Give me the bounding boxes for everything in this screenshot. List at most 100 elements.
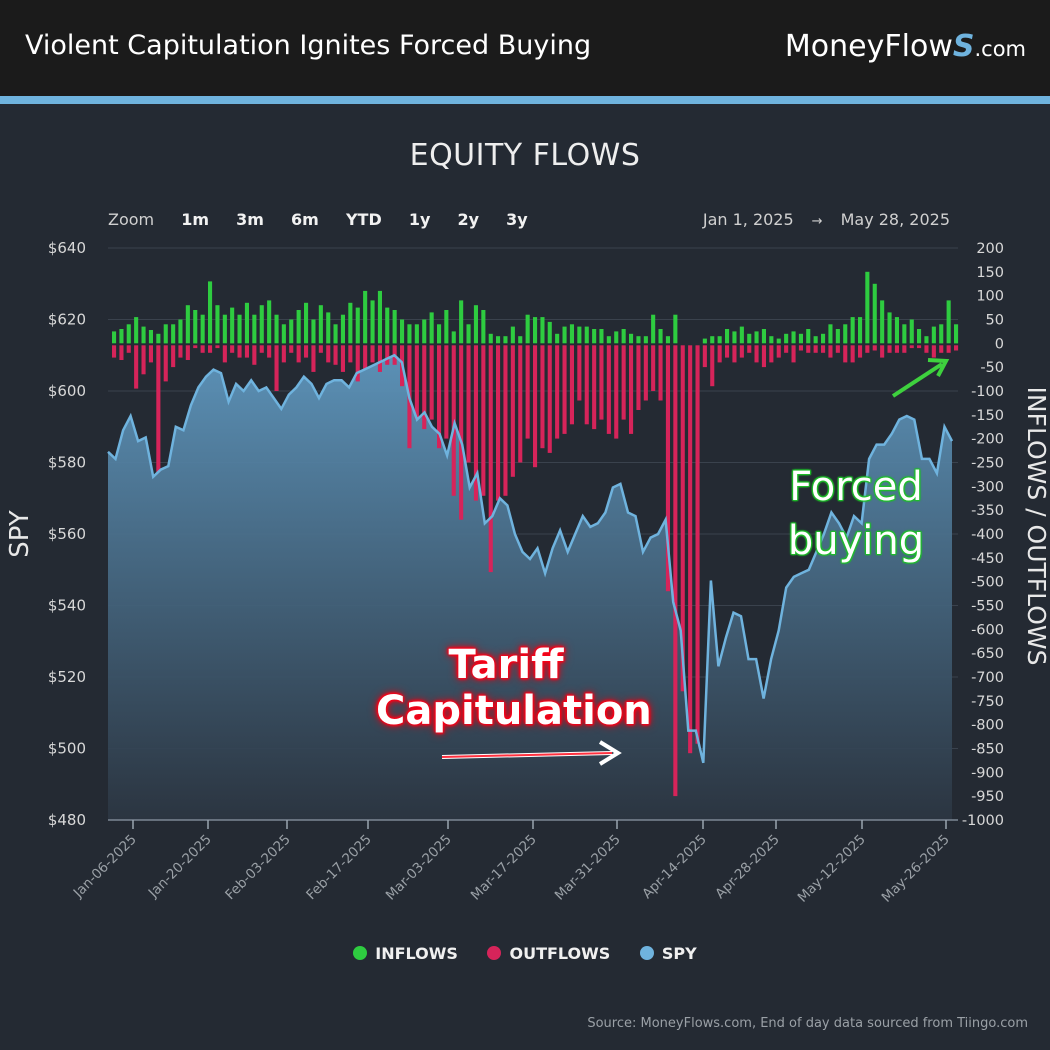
outflow-bar xyxy=(289,345,294,353)
inflow-bar xyxy=(134,317,139,344)
inflow-bar xyxy=(459,300,464,344)
y-right-tick-label: 0 xyxy=(995,336,1004,352)
inflow-bar xyxy=(267,300,272,344)
inflow-bar xyxy=(858,317,863,344)
forced-arrow-icon xyxy=(891,362,944,398)
forced-line2: buying xyxy=(787,518,925,564)
inflow-bar xyxy=(592,329,597,344)
inflow-bar xyxy=(658,329,663,344)
zoom-1m-button[interactable]: 1m xyxy=(181,210,210,229)
date-range: Jan 1, 2025 → May 28, 2025 xyxy=(703,210,950,229)
outflow-bar xyxy=(510,345,515,477)
outflow-bar xyxy=(318,345,323,353)
inflow-bar xyxy=(555,333,560,344)
y-left-tick-label: $560 xyxy=(48,525,86,543)
y-right-tick-label: -850 xyxy=(971,742,1004,758)
header-bar xyxy=(0,0,1050,96)
outflow-bar xyxy=(156,345,161,472)
range-to-input[interactable]: May 28, 2025 xyxy=(840,210,950,229)
y-right-tick-label: -750 xyxy=(971,694,1004,710)
outflow-bar xyxy=(503,345,508,496)
zoom-2y-button[interactable]: 2y xyxy=(457,210,480,229)
outflow-bar xyxy=(377,345,382,372)
legend-spy[interactable]: SPY xyxy=(639,944,697,963)
outflow-bar xyxy=(178,345,183,358)
inflow-bar xyxy=(636,336,641,344)
y-left-tick-label: $580 xyxy=(48,454,86,472)
inflow-bar xyxy=(488,333,493,344)
outflow-bar xyxy=(761,345,766,368)
forced-arrowhead-icon xyxy=(927,358,950,377)
y-right-tick-label: 200 xyxy=(976,241,1004,257)
inflow-bar xyxy=(200,314,205,344)
inflow-bar xyxy=(407,324,412,344)
zoom-ytd-button[interactable]: YTD xyxy=(345,210,382,229)
outflow-bar xyxy=(533,345,538,468)
inflow-bar xyxy=(665,336,670,344)
inflow-bar xyxy=(584,326,589,344)
outflow-bar xyxy=(599,345,604,420)
inflow-bar xyxy=(178,319,183,344)
outflow-bar xyxy=(562,345,567,434)
inflow-bar xyxy=(954,324,959,344)
outflow-bar xyxy=(821,345,826,353)
outflow-bar xyxy=(119,345,124,360)
spy-line xyxy=(107,353,954,764)
inflow-bar xyxy=(466,324,471,344)
inflow-bar xyxy=(112,331,117,344)
outflow-bar xyxy=(281,345,286,363)
y-right-tick-label: -550 xyxy=(971,599,1004,615)
y-right-tick-label: -150 xyxy=(971,408,1004,424)
inflow-bar xyxy=(208,281,213,344)
zoom-3m-button[interactable]: 3m xyxy=(236,210,264,229)
y-left-tick-label: $540 xyxy=(48,597,86,615)
legend-inflows[interactable]: INFLOWS xyxy=(353,944,458,963)
outflow-bar xyxy=(200,345,205,353)
outflow-bar xyxy=(496,345,501,501)
inflow-bar xyxy=(193,310,198,344)
legend-outflows[interactable]: OUTFLOWS xyxy=(487,944,610,963)
outflow-bar xyxy=(732,345,737,363)
outflow-bar xyxy=(621,345,626,420)
inflow-bar xyxy=(274,314,279,344)
zoom-3y-button[interactable]: 3y xyxy=(506,210,528,229)
outflow-bar xyxy=(451,345,456,496)
inflow-bar xyxy=(747,333,752,344)
legend-inflows-label: INFLOWS xyxy=(375,944,458,963)
outflow-bar xyxy=(466,345,471,463)
inflow-bar xyxy=(156,333,161,344)
outflow-bar xyxy=(244,345,249,358)
outflow-bar xyxy=(414,345,419,420)
x-tick-label: Mar-03-2025 xyxy=(383,832,455,904)
y-right-tick-label: -200 xyxy=(971,432,1004,448)
y-right-tick-label: -50 xyxy=(980,360,1004,376)
inflow-bar xyxy=(340,314,345,344)
y-right-tick-label: -300 xyxy=(971,479,1004,495)
outflow-bar xyxy=(577,345,582,401)
outflow-bar xyxy=(326,345,331,363)
inflow-bar xyxy=(437,324,442,344)
y-right-tick-label: -450 xyxy=(971,551,1004,567)
zoom-6m-button[interactable]: 6m xyxy=(291,210,319,229)
inflow-bar xyxy=(318,305,323,344)
inflow-bar xyxy=(710,336,715,344)
outflow-bar xyxy=(348,345,353,363)
outflow-bar xyxy=(614,345,619,439)
y-right-tick-label: -350 xyxy=(971,503,1004,519)
outflow-bar xyxy=(629,345,634,434)
y-right-tick-label: -250 xyxy=(971,456,1004,472)
inflow-bar xyxy=(843,324,848,344)
inflow-bar xyxy=(377,290,382,344)
x-tick-label: May-26-2025 xyxy=(879,832,953,906)
inflow-bar xyxy=(562,326,567,344)
range-from-input[interactable]: Jan 1, 2025 xyxy=(702,210,794,229)
inflow-bar xyxy=(289,319,294,344)
outflow-bar xyxy=(902,345,907,353)
site-logo[interactable]: MoneyFlowS.com xyxy=(785,29,1026,64)
x-tick-label: Apr-14-2025 xyxy=(639,832,710,903)
outflow-bar xyxy=(843,345,848,363)
outflow-bar xyxy=(784,345,789,353)
inflow-bar xyxy=(444,310,449,344)
zoom-1y-button[interactable]: 1y xyxy=(408,210,431,229)
inflow-bar xyxy=(126,324,131,344)
